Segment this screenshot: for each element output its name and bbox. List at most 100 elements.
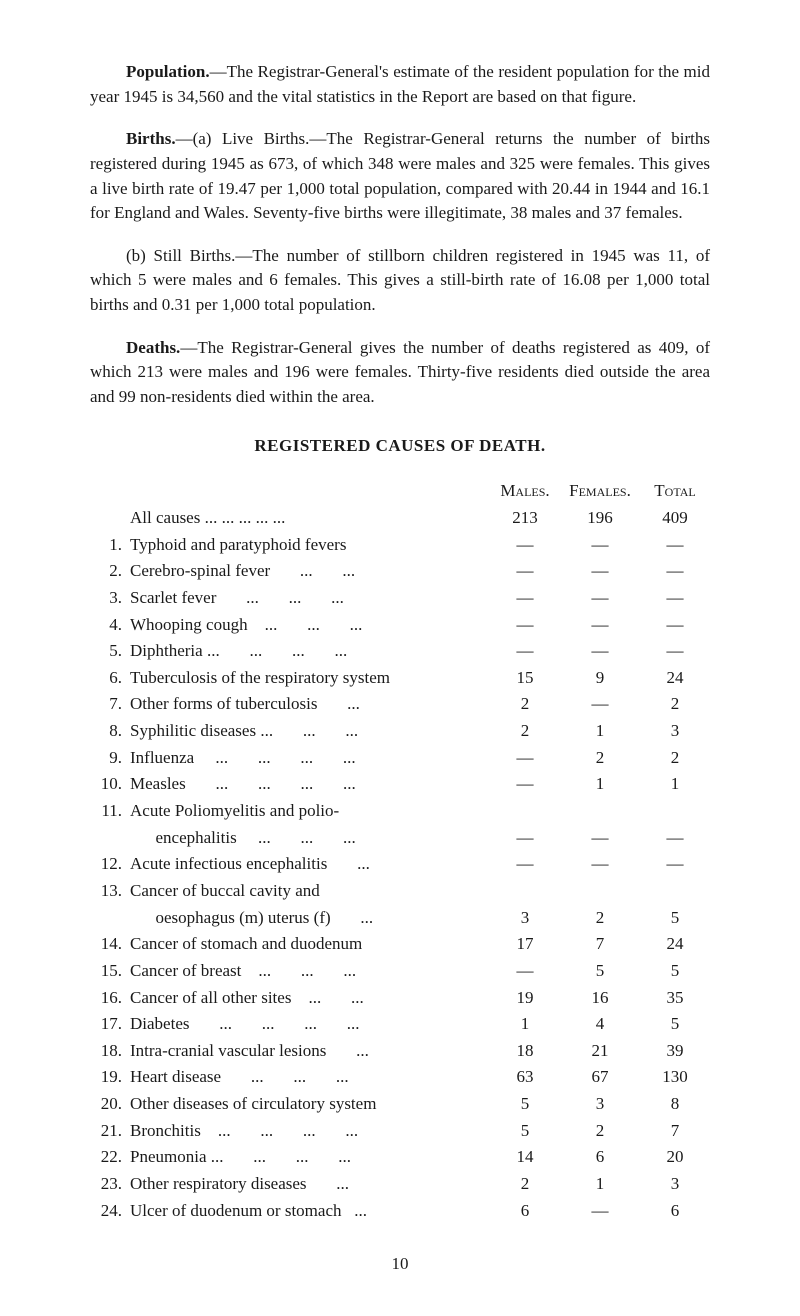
cell-males bbox=[490, 798, 560, 825]
header-blank-num bbox=[90, 478, 126, 505]
cell-females: 1 bbox=[560, 771, 640, 798]
cell-label: Tuberculosis of the respiratory system bbox=[126, 665, 490, 692]
cell-label: Measles ... ... ... ... bbox=[126, 771, 490, 798]
cell-total: — bbox=[640, 532, 710, 559]
cell-females: — bbox=[560, 851, 640, 878]
cell-num: 12. bbox=[90, 851, 126, 878]
cell-total: 3 bbox=[640, 718, 710, 745]
cell-females: 67 bbox=[560, 1064, 640, 1091]
cell-label: Cerebro-spinal fever ... ... bbox=[126, 558, 490, 585]
row-all-causes: All causes ... ... ... ... ... 213 196 4… bbox=[90, 505, 710, 532]
cell-females: 1 bbox=[560, 1171, 640, 1198]
cell-label: Scarlet fever ... ... ... bbox=[126, 585, 490, 612]
cell-label: Diphtheria ... ... ... ... bbox=[126, 638, 490, 665]
cell-females: — bbox=[560, 612, 640, 639]
cell-males: 213 bbox=[490, 505, 560, 532]
cell-total: 409 bbox=[640, 505, 710, 532]
cell-males: — bbox=[490, 558, 560, 585]
cell-males: — bbox=[490, 532, 560, 559]
cell-females: 2 bbox=[560, 745, 640, 772]
header-males: Males. bbox=[490, 478, 560, 505]
table-row: 13.Cancer of buccal cavity and bbox=[90, 878, 710, 905]
cell-num: 15. bbox=[90, 958, 126, 985]
cell-total: 8 bbox=[640, 1091, 710, 1118]
cell-total: 20 bbox=[640, 1144, 710, 1171]
cell-total: 6 bbox=[640, 1198, 710, 1225]
cell-label: Other diseases of circulatory system bbox=[126, 1091, 490, 1118]
header-total: Total bbox=[640, 478, 710, 505]
paragraph-population: Population.—The Registrar-General's esti… bbox=[90, 60, 710, 109]
table-row: 2.Cerebro-spinal fever ... ...——— bbox=[90, 558, 710, 585]
cell-label: Syphilitic diseases ... ... ... bbox=[126, 718, 490, 745]
table-row: 23.Other respiratory diseases ...213 bbox=[90, 1171, 710, 1198]
cell-total: 39 bbox=[640, 1038, 710, 1065]
cell-males: 14 bbox=[490, 1144, 560, 1171]
header-blank-label bbox=[126, 478, 490, 505]
cell-males: — bbox=[490, 585, 560, 612]
cell-males: 5 bbox=[490, 1118, 560, 1145]
cell-num: 10. bbox=[90, 771, 126, 798]
cell-males: — bbox=[490, 851, 560, 878]
body-births: —(a) Live Births.—The Registrar-General … bbox=[90, 129, 710, 222]
cell-num: 1. bbox=[90, 532, 126, 559]
cell-total: 7 bbox=[640, 1118, 710, 1145]
cell-num: 19. bbox=[90, 1064, 126, 1091]
cell-females: — bbox=[560, 585, 640, 612]
table-row: 9.Influenza ... ... ... ...—22 bbox=[90, 745, 710, 772]
cell-males bbox=[490, 878, 560, 905]
table-row: 16.Cancer of all other sites ... ...1916… bbox=[90, 985, 710, 1012]
cell-total: — bbox=[640, 638, 710, 665]
cell-males: 2 bbox=[490, 1171, 560, 1198]
cell-males: 6 bbox=[490, 1198, 560, 1225]
cell-females: — bbox=[560, 825, 640, 852]
cell-num: 20. bbox=[90, 1091, 126, 1118]
paragraph-deaths: Deaths.—The Registrar-General gives the … bbox=[90, 336, 710, 410]
cell-females: 196 bbox=[560, 505, 640, 532]
cell-total: 1 bbox=[640, 771, 710, 798]
table-row: 24.Ulcer of duodenum or stomach ...6—6 bbox=[90, 1198, 710, 1225]
cell-label: All causes ... ... ... ... ... bbox=[126, 505, 490, 532]
page-number: 10 bbox=[90, 1252, 710, 1277]
table-row: 5.Diphtheria ... ... ... ...——— bbox=[90, 638, 710, 665]
cell-females bbox=[560, 878, 640, 905]
table-row: 19.Heart disease ... ... ...6367130 bbox=[90, 1064, 710, 1091]
table-row: 22.Pneumonia ... ... ... ...14620 bbox=[90, 1144, 710, 1171]
cell-females: 5 bbox=[560, 958, 640, 985]
cell-label: Cancer of all other sites ... ... bbox=[126, 985, 490, 1012]
cell-label: Diabetes ... ... ... ... bbox=[126, 1011, 490, 1038]
cell-males: 19 bbox=[490, 985, 560, 1012]
lead-population: Population. bbox=[126, 62, 210, 81]
cell-num: 23. bbox=[90, 1171, 126, 1198]
cell-num: 24. bbox=[90, 1198, 126, 1225]
cell-num: 13. bbox=[90, 878, 126, 905]
cell-label: oesophagus (m) uterus (f) ... bbox=[126, 905, 490, 932]
table-row: 1.Typhoid and paratyphoid fevers——— bbox=[90, 532, 710, 559]
table-row: 18.Intra-cranial vascular lesions ...182… bbox=[90, 1038, 710, 1065]
cell-num: 5. bbox=[90, 638, 126, 665]
cell-num bbox=[90, 905, 126, 932]
cell-num: 4. bbox=[90, 612, 126, 639]
cell-females: 2 bbox=[560, 905, 640, 932]
cell-label: Intra-cranial vascular lesions ... bbox=[126, 1038, 490, 1065]
cell-males: 1 bbox=[490, 1011, 560, 1038]
cell-females: 2 bbox=[560, 1118, 640, 1145]
cell-total: 3 bbox=[640, 1171, 710, 1198]
cell-total: 2 bbox=[640, 745, 710, 772]
cell-total bbox=[640, 878, 710, 905]
cell-total: 2 bbox=[640, 691, 710, 718]
cell-total bbox=[640, 798, 710, 825]
cell-males: — bbox=[490, 745, 560, 772]
cell-males: — bbox=[490, 638, 560, 665]
cell-total: — bbox=[640, 558, 710, 585]
cell-males: — bbox=[490, 825, 560, 852]
cell-num: 17. bbox=[90, 1011, 126, 1038]
cell-label: Cancer of stomach and duodenum bbox=[126, 931, 490, 958]
cell-num: 14. bbox=[90, 931, 126, 958]
causes-of-death-table: Males. Females. Total All causes ... ...… bbox=[90, 478, 710, 1224]
cell-label: Cancer of breast ... ... ... bbox=[126, 958, 490, 985]
cell-total: 5 bbox=[640, 958, 710, 985]
table-row: 6.Tuberculosis of the respiratory system… bbox=[90, 665, 710, 692]
cell-num: 6. bbox=[90, 665, 126, 692]
cell-males: 2 bbox=[490, 691, 560, 718]
paragraph-births: Births.—(a) Live Births.—The Registrar-G… bbox=[90, 127, 710, 226]
